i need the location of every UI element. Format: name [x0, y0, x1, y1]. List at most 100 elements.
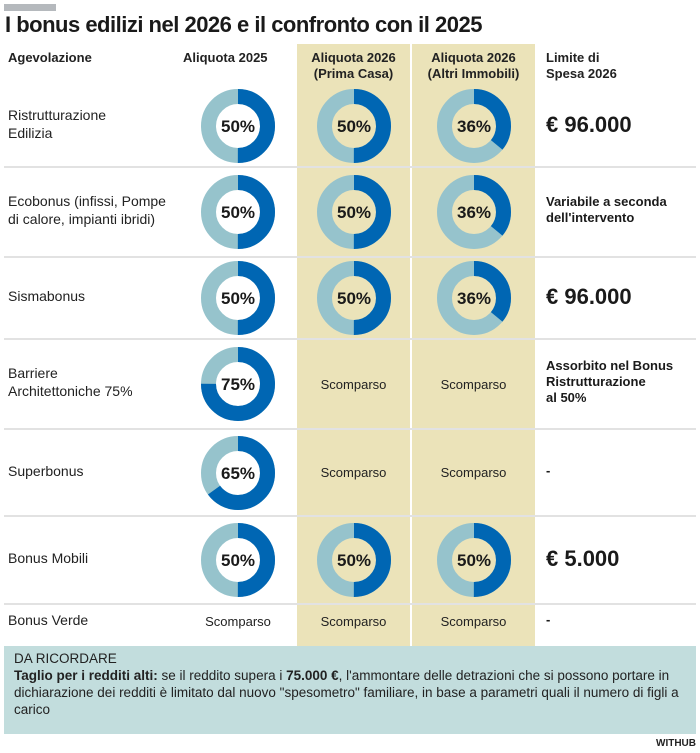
table-row: Superbonus 65% Scomparso Scomparso -: [4, 430, 696, 517]
donut-v2025: 50%: [198, 86, 278, 166]
reminder-lead: Taglio per i redditi alti:: [14, 668, 158, 683]
row-label-line: Barriere: [8, 365, 58, 381]
donut-filled: [201, 347, 275, 421]
donut-value: 65%: [221, 464, 255, 483]
donut-filled: [201, 89, 275, 163]
limit-line: -: [546, 611, 551, 627]
row-label: Superbonus: [8, 462, 84, 480]
donut-value: 50%: [336, 117, 370, 136]
limit-value: Assorbito nel Bonus Ristrutturazione al 50…: [546, 358, 673, 406]
reminder-text: Taglio per i redditi alti: se il reddito…: [14, 667, 686, 718]
header-aliquota-2026-altri: Aliquota 2026 (Altri Immobili): [412, 50, 535, 82]
reminder-text-part: se il reddito supera i: [157, 668, 287, 683]
page-title: I bonus edilizi nel 2026 e il confronto …: [5, 12, 482, 37]
donut-value: 75%: [221, 375, 255, 394]
donut-filled: [436, 175, 511, 249]
limit-value: € 96.000: [546, 112, 632, 138]
donut-value: 36%: [456, 117, 490, 136]
row-label: Sismabonus: [8, 287, 85, 305]
table-row: Sismabonus 50% 50% 36% € 96.000: [4, 258, 696, 340]
status-text: Scomparso: [440, 465, 507, 480]
donut-v2026_altri: 50%: [412, 517, 535, 603]
donut-value: 36%: [456, 289, 490, 308]
header-limite: Limite di Spesa 2026: [546, 50, 617, 82]
donut-v2025: 50%: [198, 517, 278, 603]
donut-v2026_prima: 50%: [297, 86, 410, 166]
donut-v2025: 75%: [198, 340, 278, 428]
header-aliquota-2025: Aliquota 2025: [183, 50, 268, 65]
row-label: Barriere Architettoniche 75%: [8, 364, 133, 400]
limit-line: € 5.000: [546, 546, 620, 571]
row-label-line: Ecobonus (infissi, Pompe: [8, 193, 166, 209]
row-label-line: Edilizia: [8, 125, 53, 141]
donut-filled: [201, 175, 275, 249]
limit-value: Variabile a seconda dell'intervento: [546, 194, 667, 226]
table-row: Bonus Verde Scomparso Scomparso Scomparso -: [4, 605, 696, 638]
row-label: Ecobonus (infissi, Pompe di calore, impia…: [8, 192, 166, 228]
row-label: Ristrutturazione Edilizia: [8, 106, 106, 142]
row-label-line: Ristrutturazione: [8, 107, 107, 123]
donut-v2025: 65%: [198, 430, 278, 515]
reminder-heading: DA RICORDARE: [14, 651, 117, 666]
limit-line: € 96.000: [546, 284, 632, 309]
table-row: Ristrutturazione Edilizia 50% 50% 36% € 96.00…: [4, 86, 696, 168]
limit-value: € 5.000: [546, 546, 619, 572]
row-label-line: di calore, impianti ibridi): [8, 211, 156, 227]
donut-filled: [201, 435, 275, 510]
donut-value: 50%: [336, 289, 370, 308]
limit-line: dell'intervento: [546, 210, 635, 225]
donut-filled: [316, 261, 391, 335]
row-label-line: Bonus Verde: [8, 611, 89, 628]
donut-filled: [436, 89, 511, 163]
limit-line: Assorbito nel Bonus: [546, 358, 674, 373]
header-line: Spesa 2026: [546, 66, 617, 81]
status-text: Scomparso: [440, 614, 507, 629]
donut-filled: [436, 523, 511, 597]
donut-value: 50%: [336, 203, 370, 222]
donut-filled: [436, 261, 511, 335]
donut-filled: [316, 175, 391, 249]
column-band-altri-immobili: [412, 44, 535, 646]
status-text: Scomparso: [320, 465, 387, 480]
header-line: Limite di: [546, 50, 600, 65]
header-line: (Prima Casa): [313, 66, 394, 81]
donut-value: 50%: [221, 289, 255, 308]
table-row: Barriere Architettoniche 75% 75% Scomparso S…: [4, 340, 696, 430]
donut-v2026_prima: 50%: [297, 168, 410, 256]
limit-value: -: [546, 612, 550, 628]
donut-filled: [316, 523, 391, 597]
donut-v2026_altri: 36%: [412, 168, 535, 256]
status-text: Scomparso: [440, 376, 507, 392]
table-row: Bonus Mobili 50% 50% 50% € 5.000: [4, 517, 696, 605]
limit-value: -: [546, 463, 550, 479]
donut-v2025: 50%: [198, 168, 278, 256]
header-agevolazione: Agevolazione: [8, 50, 92, 65]
header-line: Aliquota 2026: [311, 50, 396, 65]
donut-v2025: 50%: [198, 258, 278, 338]
donut-value: 50%: [221, 203, 255, 222]
limit-line: € 96.000: [546, 112, 632, 137]
row-label-line: Bonus Mobili: [8, 550, 89, 566]
decorative-bar: [4, 4, 56, 11]
donut-v2026_altri: 36%: [412, 86, 535, 166]
limit-line: Variabile a seconda: [546, 194, 667, 209]
header-aliquota-2026-prima: Aliquota 2026 (Prima Casa): [297, 50, 410, 82]
reminder-amount: 75.000 €: [286, 668, 339, 683]
limit-value: € 96.000: [546, 284, 632, 310]
status-text: Scomparso: [320, 614, 387, 629]
donut-filled: [316, 89, 391, 163]
limit-line: -: [546, 462, 551, 478]
donut-value: 50%: [456, 551, 490, 570]
column-band-prima-casa: [297, 44, 410, 646]
row-label-line: Superbonus: [8, 462, 84, 479]
donut-filled: [201, 523, 275, 597]
donut-v2026_prima: 50%: [297, 258, 410, 338]
table-row: Ecobonus (infissi, Pompe di calore, impia…: [4, 168, 696, 258]
donut-v2026_prima: 50%: [297, 517, 410, 603]
header-line: (Altri Immobili): [427, 66, 520, 81]
donut-value: 36%: [456, 203, 490, 222]
header-line: Aliquota 2026: [431, 50, 516, 65]
reminder-box: DA RICORDARE Taglio per i redditi alti: …: [4, 646, 696, 734]
row-label-line: Architettoniche 75%: [8, 383, 133, 399]
